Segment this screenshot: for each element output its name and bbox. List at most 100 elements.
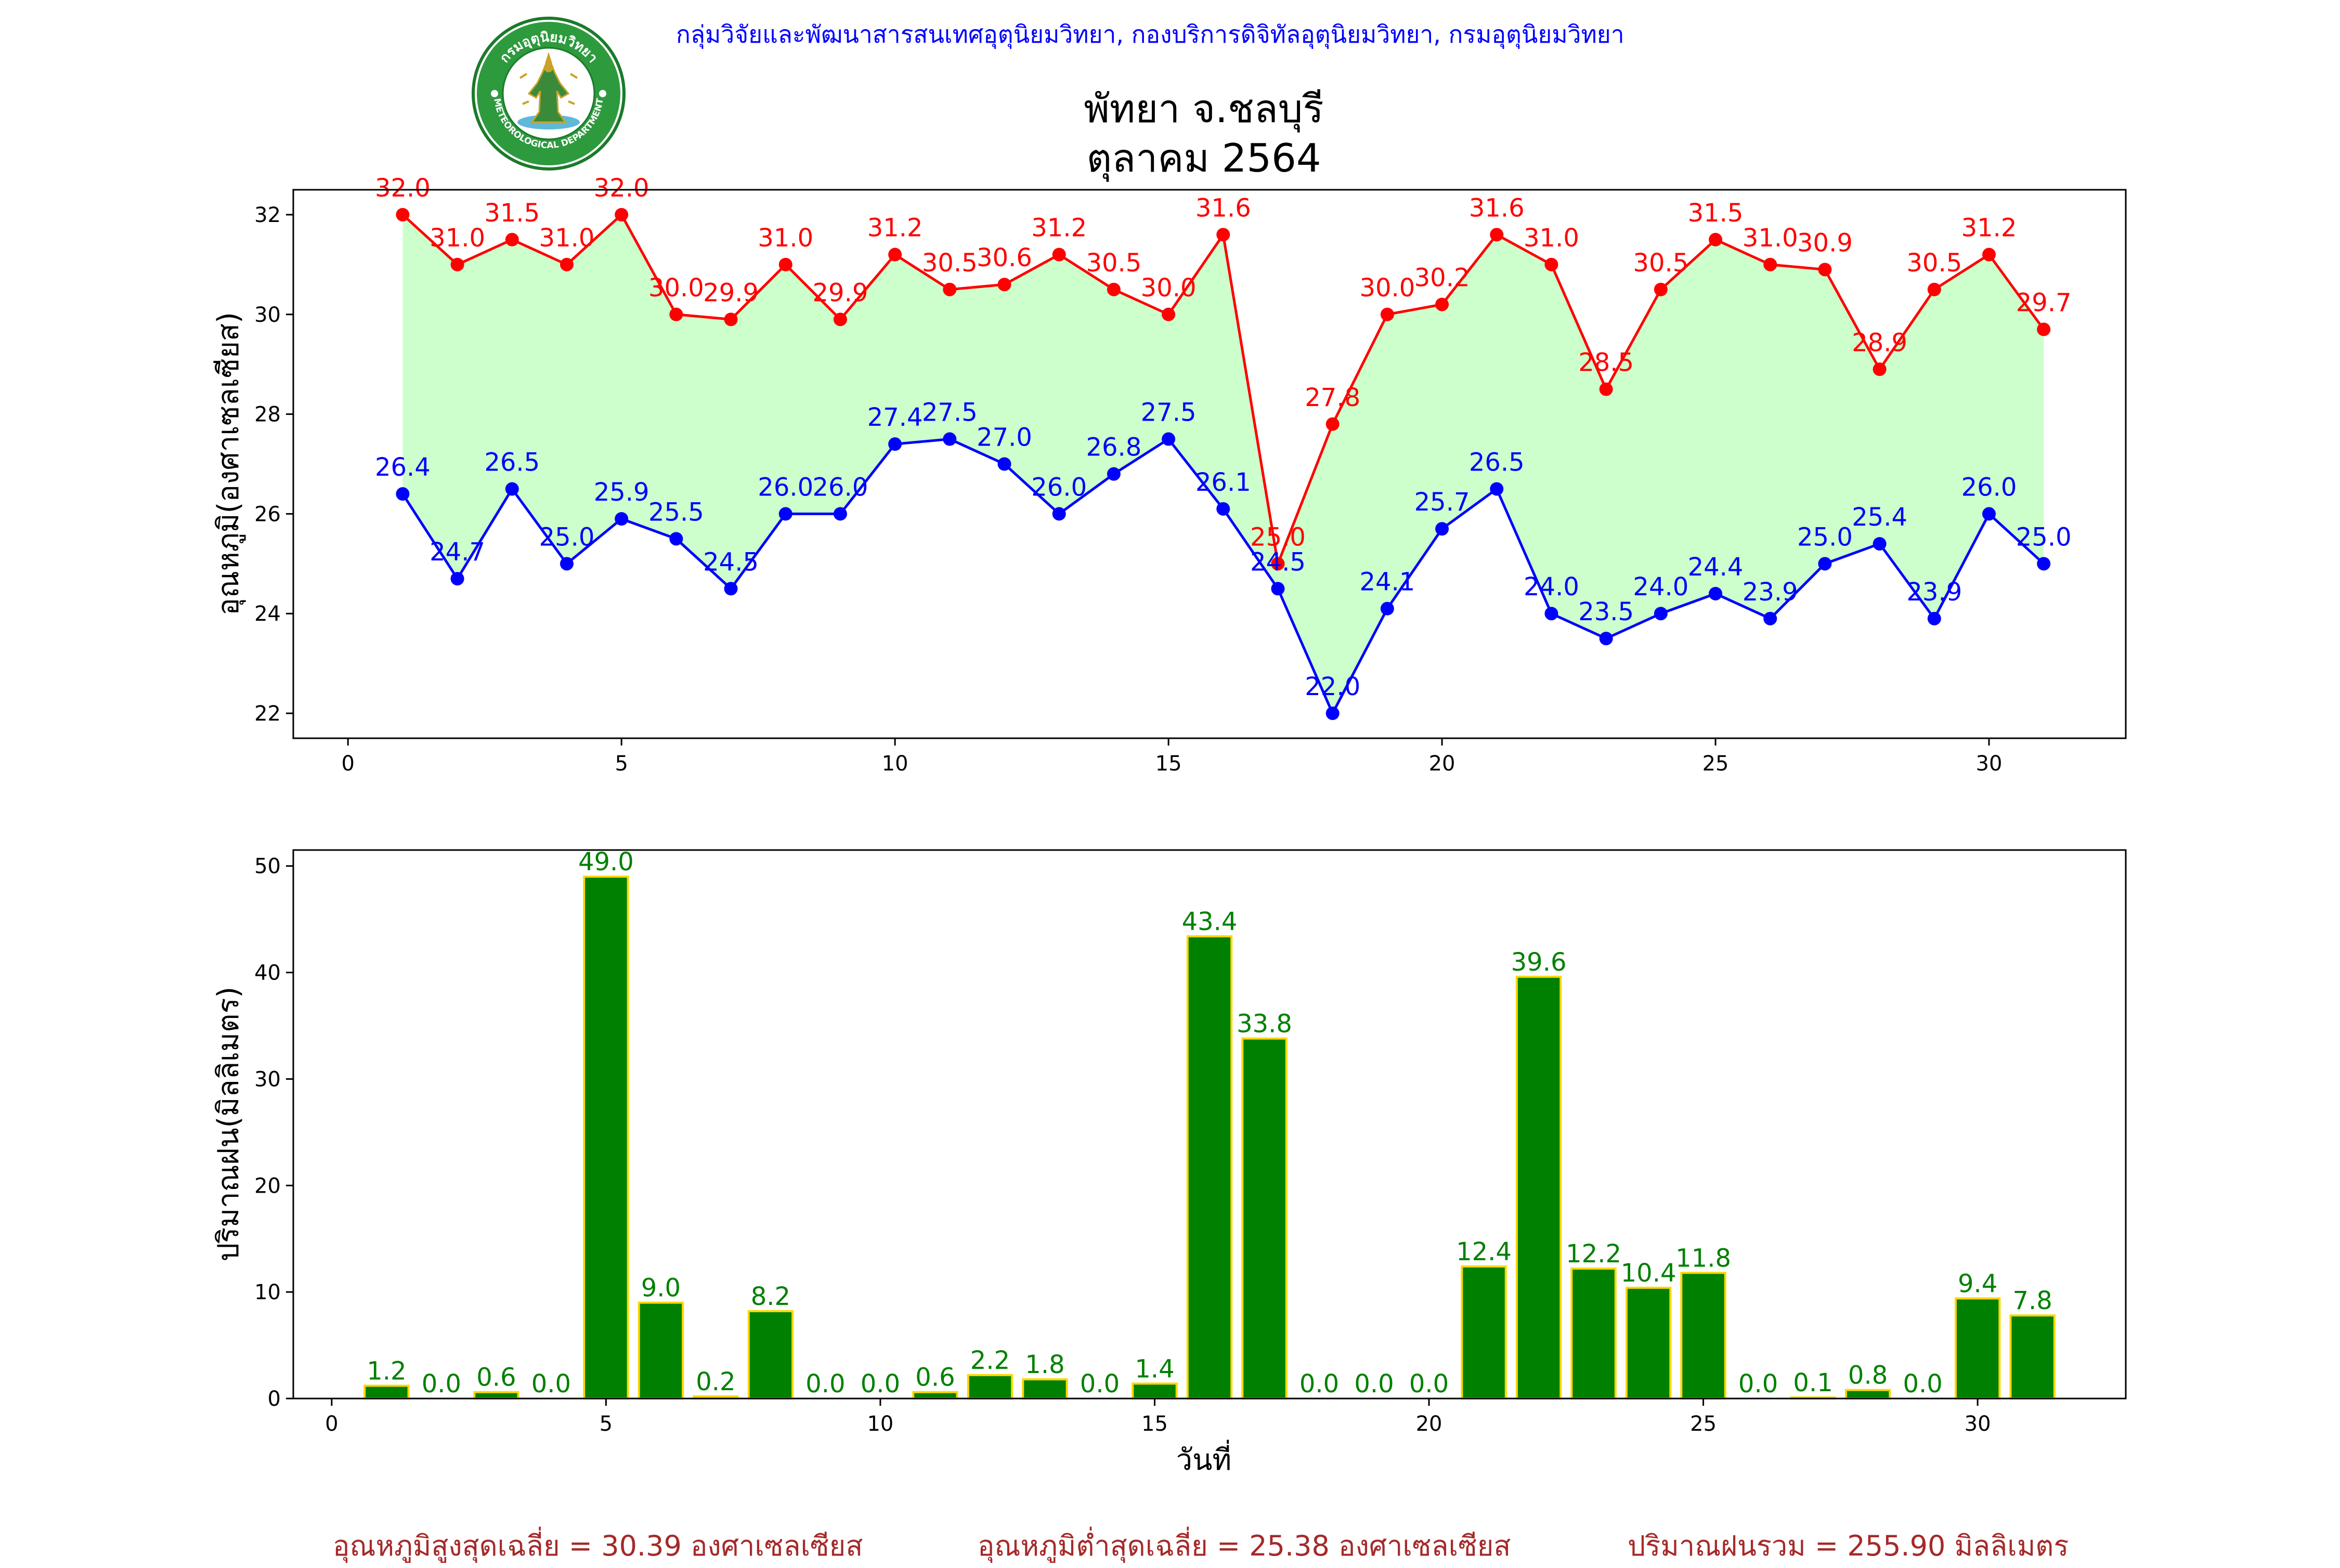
min-temperature-point (1052, 507, 1066, 521)
min-temperature-data-label: 24.0 (1633, 572, 1688, 602)
max-temperature-point (1162, 307, 1176, 321)
rainfall-bar (1022, 1378, 1068, 1400)
rainfall-bar (1680, 1272, 1726, 1400)
max-temperature-data-label: 27.8 (1305, 383, 1360, 412)
min-temperature-data-label: 23.9 (1743, 578, 1798, 607)
temperature-x-tick-label: 25 (1702, 752, 1729, 776)
max-temperature-point (396, 207, 410, 221)
min-temperature-point (1435, 522, 1449, 536)
meteorological-department-logo: กรมอุตุนิยมวิทยา METEOROLOGICAL DEPARTME… (472, 17, 626, 171)
temperature-x-tick-label: 20 (1429, 752, 1455, 776)
rainfall-data-label: 2.2 (970, 1346, 1010, 1375)
rainfall-data-label: 0.0 (805, 1369, 845, 1399)
min-temperature-point (1490, 482, 1504, 496)
min-temperature-data-label: 27.5 (922, 398, 978, 427)
rainfall-bar (1954, 1297, 2001, 1400)
rainfall-bar (1570, 1268, 1617, 1400)
max-temperature-point (1763, 257, 1777, 271)
max-temperature-point (2037, 322, 2051, 336)
temperature-plot-frame (292, 189, 2127, 739)
min-temperature-point (1927, 611, 1941, 625)
max-temperature-point (1380, 307, 1394, 321)
rainfall-x-tick-label: 25 (1690, 1412, 1717, 1436)
max-temperature-point (997, 278, 1011, 292)
max-temperature-point (1982, 247, 1996, 262)
min-temperature-data-label: 24.5 (1250, 547, 1306, 577)
max-temperature-point (450, 257, 464, 271)
min-temperature-data-label: 27.4 (867, 403, 923, 432)
min-temperature-point (1709, 586, 1723, 600)
rainfall-data-label: 0.0 (1299, 1369, 1339, 1399)
max-temperature-point (1599, 382, 1613, 396)
min-temperature-data-label: 27.5 (1141, 398, 1197, 427)
max-temperature-point (833, 312, 847, 326)
max-temperature-data-label: 30.9 (1797, 228, 1853, 257)
rainfall-data-label: 49.0 (578, 847, 634, 877)
agency-header: กลุ่มวิจัยและพัฒนาสารสนเทศอุตุนิยมวิทยา,… (676, 20, 1624, 48)
rainfall-y-tick-label: 0 (268, 1387, 281, 1411)
rainfall-data-label: 0.6 (915, 1363, 955, 1392)
temperature-y-tick-label: 24 (254, 602, 281, 626)
rainfall-bar (1625, 1286, 1672, 1400)
rainfall-data-label: 9.4 (1958, 1269, 1997, 1298)
temperature-range-fill (402, 214, 2044, 714)
max-temperature-point (615, 207, 629, 221)
temperature-x-tick-label: 5 (615, 752, 628, 776)
max-temperature-point (1216, 228, 1230, 242)
max-temperature-point (1490, 228, 1504, 242)
temperature-y-tick-label: 32 (254, 203, 281, 227)
rainfall-bar (1844, 1389, 1891, 1400)
rainfall-data-label: 0.8 (1848, 1361, 1888, 1390)
min-temperature-data-label: 26.0 (758, 473, 813, 502)
min-temperature-point (997, 457, 1011, 471)
temperature-x-tick-label: 0 (341, 752, 354, 776)
max-temperature-data-label: 31.2 (1031, 214, 1087, 243)
rainfall-data-label: 0.0 (1903, 1369, 1942, 1399)
rainfall-data-label: 1.2 (367, 1356, 406, 1386)
rainfall-y-tick-label: 30 (254, 1067, 281, 1091)
max-temperature-data-label: 30.2 (1414, 264, 1470, 293)
max-temperature-data-label: 30.5 (1633, 249, 1688, 278)
rainfall-x-tick-label: 10 (867, 1412, 893, 1436)
rainfall-plot-frame (292, 849, 2127, 1400)
min-temperature-data-label: 24.7 (430, 538, 485, 567)
max-temperature-point (1271, 557, 1285, 571)
max-temperature-data-label: 31.5 (484, 199, 540, 228)
max-temperature-data-label: 30.5 (1086, 249, 1141, 278)
rainfall-bar (473, 1391, 519, 1400)
min-temperature-point (2037, 557, 2051, 571)
min-temperature-data-label: 22.0 (1305, 672, 1360, 701)
rainfall-bar (1186, 935, 1233, 1400)
min-temperature-data-label: 26.0 (1961, 473, 2017, 502)
min-temperature-data-label: 26.1 (1195, 468, 1251, 497)
min-temperature-point (1544, 607, 1558, 621)
rainfall-bar (363, 1384, 410, 1400)
temperature-plot: 32.031.031.531.032.030.029.931.029.931.2… (212, 174, 2127, 776)
max-temperature-data-label: 31.0 (539, 224, 595, 253)
rainfall-bar (1461, 1265, 1507, 1400)
rainfall-bar (912, 1391, 958, 1400)
min-temperature-data-label: 23.9 (1906, 578, 1962, 607)
average-max-temperature: อุณหภูมิสูงสุดเฉลี่ย = 30.39 องศาเซลเซีย… (333, 1530, 863, 1562)
max-temperature-data-label: 30.5 (922, 249, 978, 278)
rainfall-data-label: 0.0 (1409, 1369, 1449, 1399)
rainfall-data-label: 0.2 (696, 1367, 735, 1396)
rainfall-data-label: 9.0 (641, 1274, 681, 1303)
rainfall-x-tick-label: 0 (325, 1412, 338, 1436)
max-temperature-data-label: 30.0 (648, 273, 704, 303)
min-temperature-point (505, 482, 519, 496)
min-temperature-data-label: 25.0 (1797, 522, 1853, 552)
temperature-y-tick-label: 26 (254, 502, 281, 526)
min-temperature-point (833, 507, 847, 521)
rainfall-bar (2009, 1314, 2056, 1400)
rainfall-data-label: 0.0 (531, 1369, 571, 1399)
max-temperature-point (1052, 247, 1066, 262)
rainfall-bar (1515, 975, 1562, 1400)
max-temperature-data-label: 31.5 (1688, 199, 1744, 228)
rainfall-data-label: 0.6 (476, 1363, 516, 1392)
rainfall-data-label: 0.0 (1080, 1369, 1120, 1399)
min-temperature-data-label: 27.0 (977, 423, 1032, 452)
weather-chart: พัทยา จ.ชลบุรี ตุลาคม 2564 32.031.031.53… (212, 86, 2127, 1477)
max-temperature-data-label: 29.7 (2016, 289, 2072, 318)
rainfall-data-label: 0.0 (422, 1369, 461, 1399)
